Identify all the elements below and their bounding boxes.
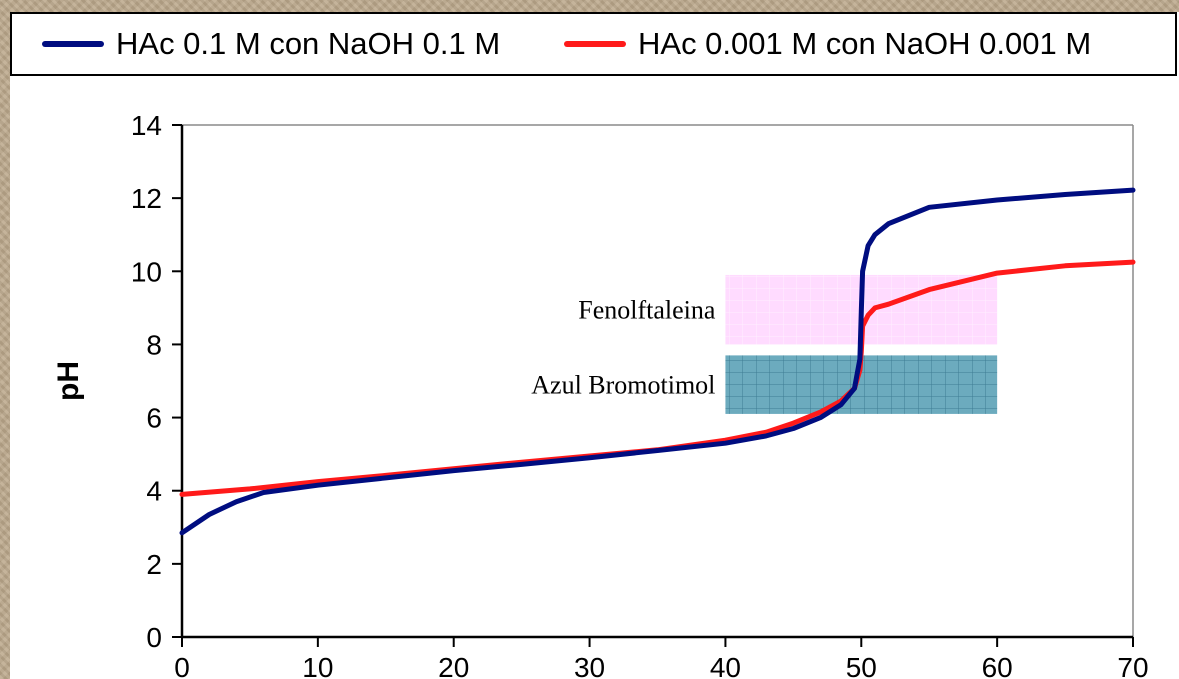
x-tick-label: 50 bbox=[846, 652, 877, 679]
series-line-hac-0-1m bbox=[179, 187, 1136, 536]
y-tick-label: 8 bbox=[146, 329, 162, 360]
y-axis-title: pH bbox=[52, 361, 85, 401]
x-tick-label: 0 bbox=[174, 652, 190, 679]
legend-label-series-2: HAc 0.001 M con NaOH 0.001 M bbox=[638, 26, 1092, 61]
legend-item-series-1: HAc 0.1 M con NaOH 0.1 M bbox=[42, 14, 500, 74]
x-tick-label: 30 bbox=[574, 652, 605, 679]
legend-item-series-2: HAc 0.001 M con NaOH 0.001 M bbox=[564, 14, 1091, 74]
y-tick-label: 0 bbox=[146, 622, 162, 653]
x-tick-label: 20 bbox=[438, 652, 469, 679]
y-tick-label: 14 bbox=[131, 110, 162, 141]
y-tick-label: 6 bbox=[146, 403, 162, 434]
chart-panel bbox=[10, 12, 1179, 679]
y-tick-label: 10 bbox=[131, 256, 162, 287]
legend-swatch-series-2 bbox=[564, 41, 626, 47]
x-tick-label: 70 bbox=[1117, 652, 1148, 679]
x-tick-label: 10 bbox=[302, 652, 333, 679]
legend-swatch-series-1 bbox=[42, 41, 104, 47]
legend: HAc 0.1 M con NaOH 0.1 M HAc 0.001 M con… bbox=[10, 12, 1177, 76]
x-tick-label: 60 bbox=[982, 652, 1013, 679]
y-tick-label: 2 bbox=[146, 549, 162, 580]
y-tick-label: 4 bbox=[146, 476, 162, 507]
azul-bromotimol-label: Azul Bromotimol bbox=[531, 371, 715, 400]
x-tick-label: 40 bbox=[710, 652, 741, 679]
y-tick-label: 12 bbox=[131, 183, 162, 214]
fenolftaleina-label: Fenolftaleina bbox=[578, 296, 716, 325]
legend-label-series-1: HAc 0.1 M con NaOH 0.1 M bbox=[116, 26, 501, 61]
